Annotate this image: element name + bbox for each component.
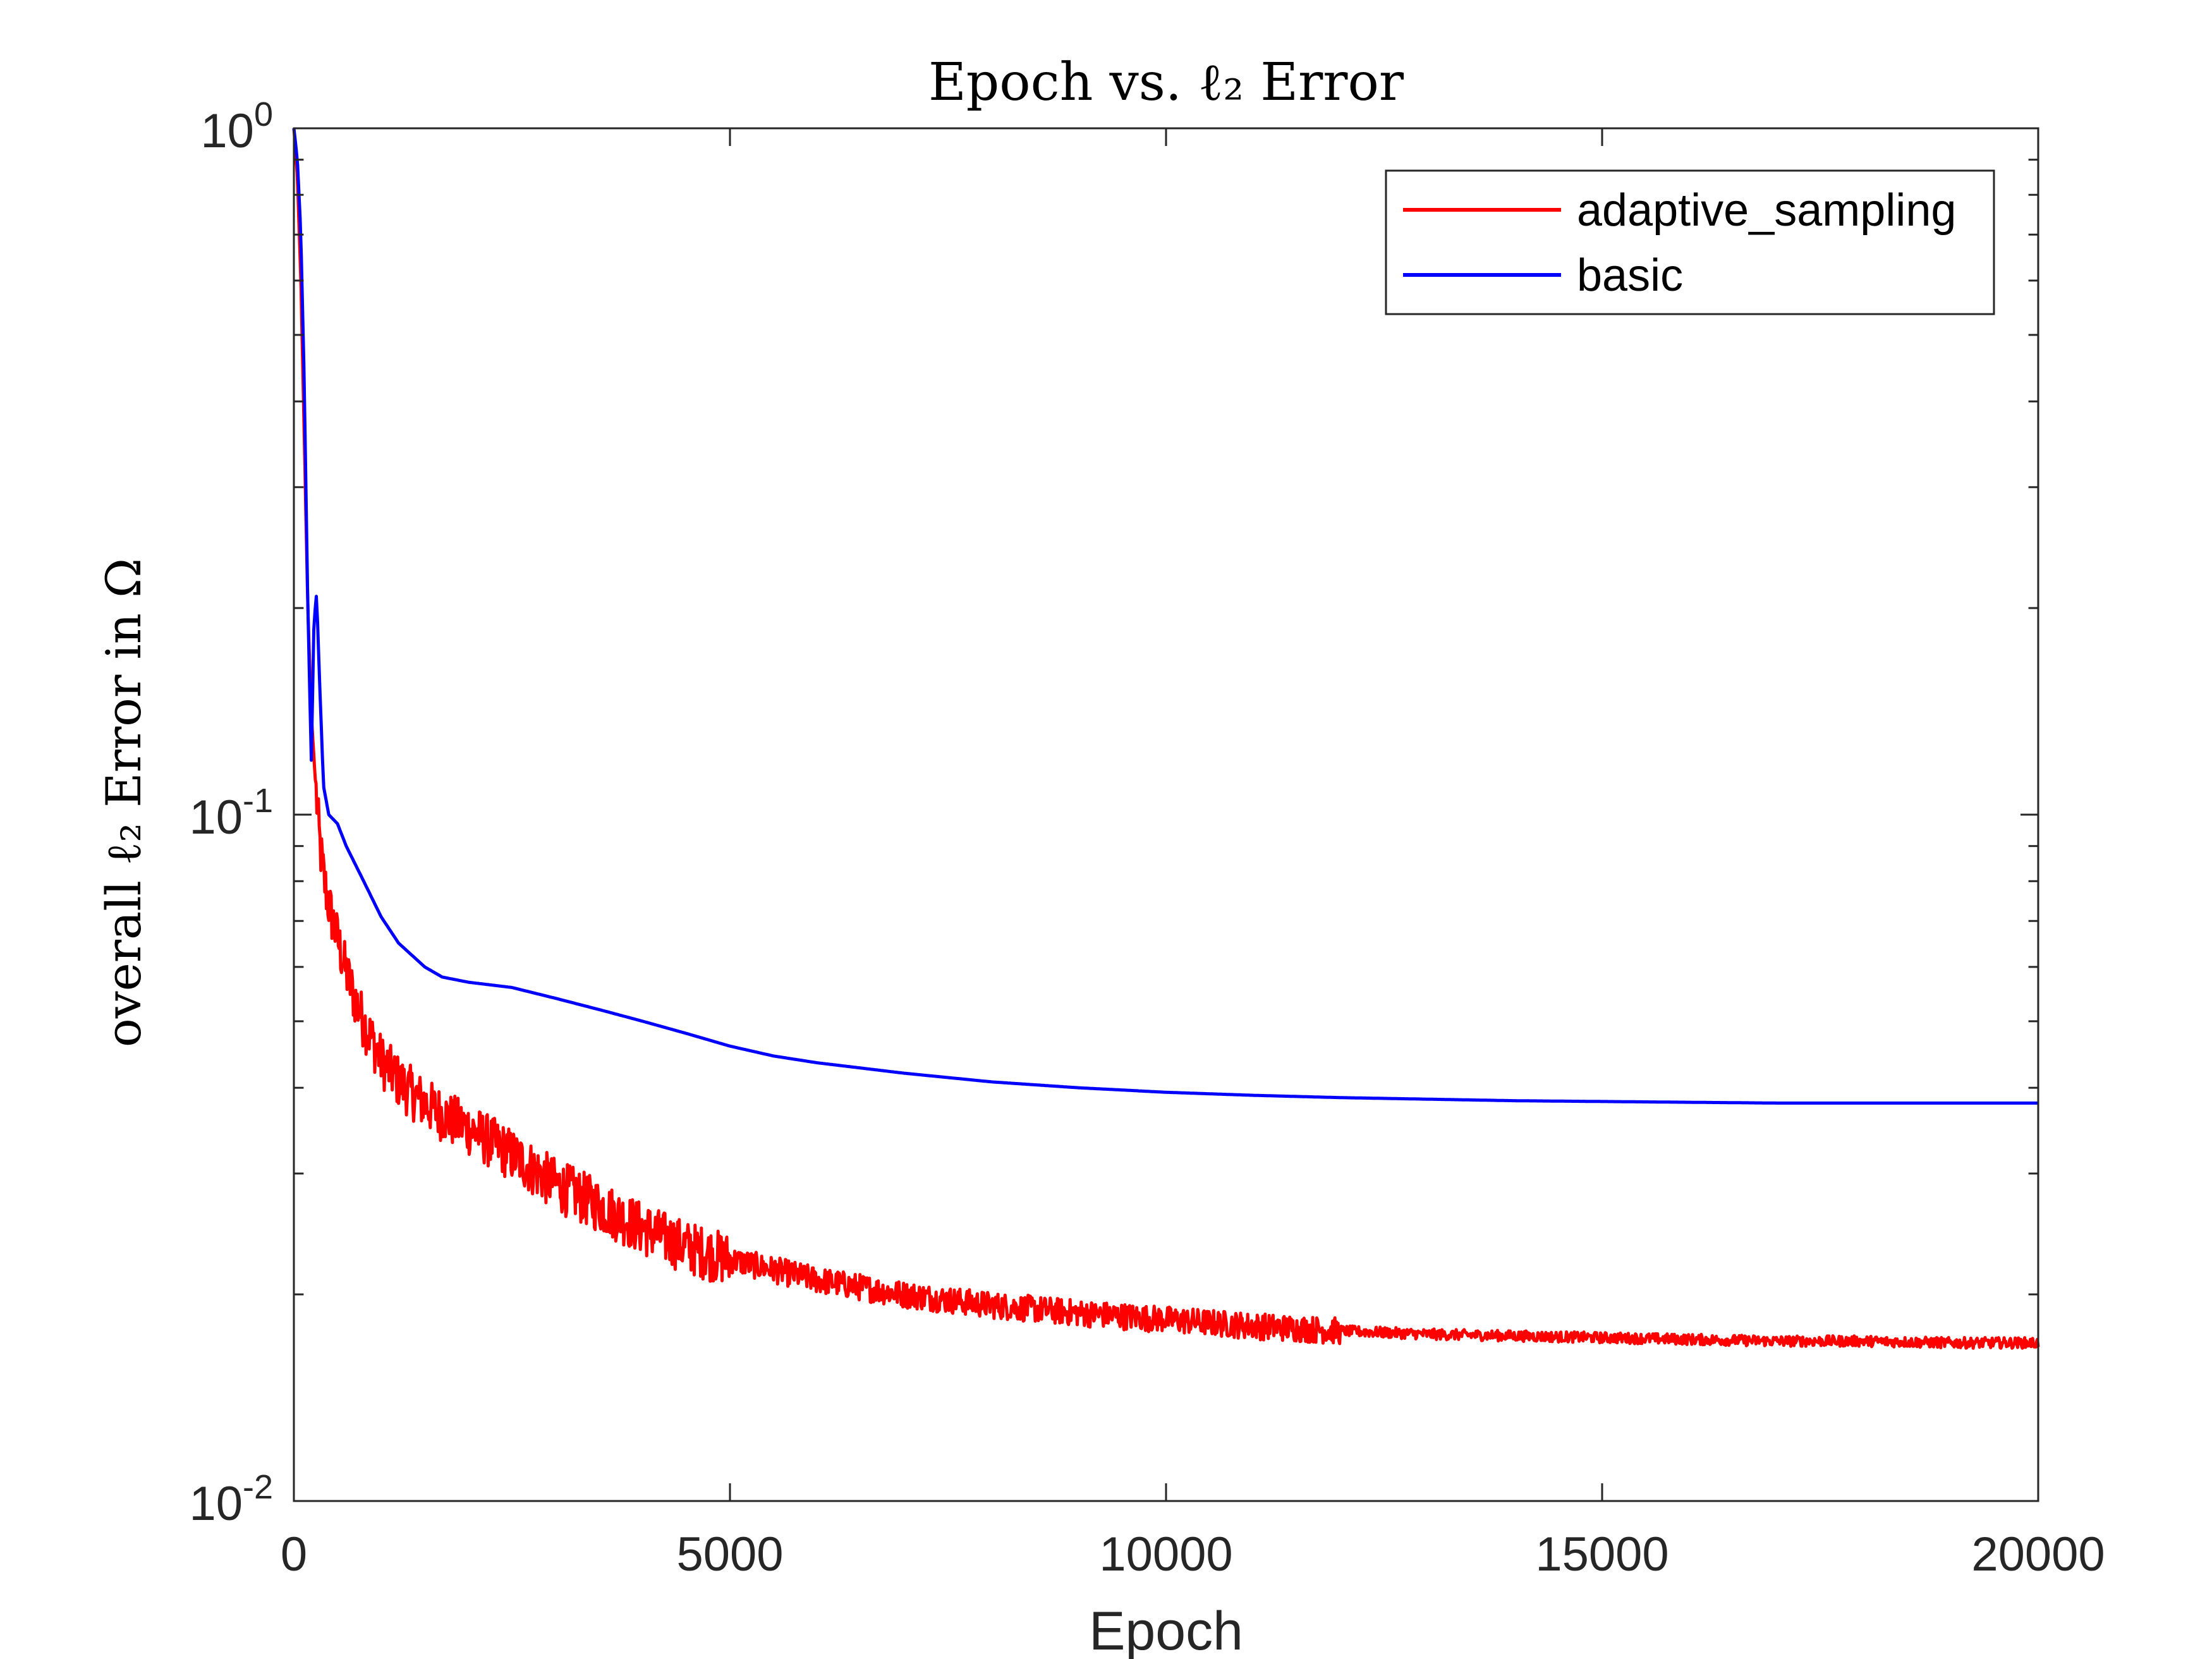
y-tick-label: 10-1 xyxy=(189,782,273,844)
x-tick-label: 10000 xyxy=(1099,1528,1232,1581)
y-tick-label: 100 xyxy=(200,95,273,158)
series-group xyxy=(292,128,2040,1350)
x-axis-label: Epoch xyxy=(1089,1601,1243,1659)
legend: adaptive_sampling basic xyxy=(1385,169,1995,315)
y-tick-label: 10-2 xyxy=(189,1468,273,1531)
x-tick-label: 0 xyxy=(281,1528,307,1581)
plot-area: 0 5000 10000 15000 20000 10-2 10-1 100 xyxy=(189,95,2105,1581)
x-tick-label: 5000 xyxy=(676,1528,783,1581)
x-tick-label: 15000 xyxy=(1535,1528,1668,1581)
axes-background xyxy=(294,128,2038,1501)
chart-title: Epoch vs. ℓ₂ Error xyxy=(928,52,1404,112)
x-tick-label: 20000 xyxy=(1971,1528,2105,1581)
series-line-adaptive-sampling xyxy=(292,128,2040,1350)
legend-label-basic: basic xyxy=(1577,250,1683,301)
legend-box xyxy=(1385,169,1995,315)
series-line-basic xyxy=(292,128,2039,1105)
axis-ticks xyxy=(293,128,2039,1502)
legend-label-adaptive-sampling: adaptive_sampling xyxy=(1577,185,1956,236)
y-axis-label: overall ℓ₂ Error in Ω xyxy=(95,558,152,1047)
tick-labels: 0 5000 10000 15000 20000 10-2 10-1 100 xyxy=(189,95,2105,1581)
